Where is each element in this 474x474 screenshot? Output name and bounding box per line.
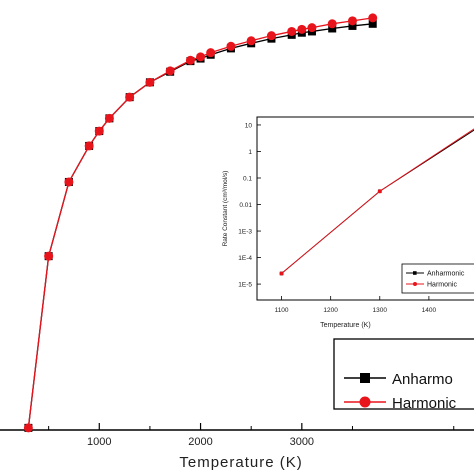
inset-y-tick-label: 1 bbox=[248, 149, 252, 156]
inset-x-axis-label: Temperature (K) bbox=[320, 322, 371, 329]
main-point-harmonic bbox=[347, 16, 357, 26]
main-legend-marker-harmonic bbox=[359, 396, 371, 408]
main-legend-label-anharmonic: Anharmo bbox=[392, 371, 453, 388]
main-point-anharmonic bbox=[348, 21, 357, 30]
inset-legend: Anharmonic Harmonic bbox=[401, 263, 474, 294]
main-legend-marker-anharmonic bbox=[360, 373, 370, 383]
main-point-harmonic bbox=[64, 177, 74, 187]
inset-legend-marker-harmonic bbox=[413, 282, 417, 286]
inset-y-tick-label: 1E-5 bbox=[238, 282, 252, 289]
main-point-harmonic bbox=[84, 141, 94, 151]
inset-point-harmonic bbox=[279, 271, 284, 276]
inset-x-tick-label-1400: 1400 bbox=[422, 307, 437, 314]
inset-plot-series bbox=[279, 128, 474, 276]
main-point-harmonic bbox=[145, 77, 155, 87]
main-x-tick-label-3000: 3000 bbox=[290, 436, 314, 448]
inset-y-tick-label: 1E-4 bbox=[238, 255, 252, 262]
main-point-harmonic bbox=[104, 113, 114, 123]
inset-y-axis-label: Rate Constant (cm³/mol/s) bbox=[222, 171, 229, 247]
main-point-harmonic bbox=[297, 24, 307, 34]
main-point-anharmonic bbox=[328, 24, 337, 33]
inset-legend-marker-anharmonic bbox=[413, 271, 417, 275]
inset-legend-label-anharmonic: Anharmonic bbox=[427, 271, 465, 278]
main-legend-label-harmonic: Harmonic bbox=[392, 395, 457, 412]
main-point-harmonic bbox=[287, 26, 297, 36]
main-point-harmonic bbox=[327, 19, 337, 29]
inset-y-tick-label: 0.1 bbox=[243, 176, 252, 183]
inset-y-tick-label: 0.01 bbox=[239, 202, 252, 209]
main-point-harmonic bbox=[196, 52, 206, 62]
inset-x-tick-label-1300: 1300 bbox=[373, 307, 388, 314]
main-point-harmonic bbox=[246, 36, 256, 46]
main-series-harmonic bbox=[23, 13, 378, 433]
main-legend: Anharmo Harmonic bbox=[333, 338, 474, 412]
inset-x-tick-label-1100: 1100 bbox=[275, 307, 289, 314]
main-point-harmonic bbox=[266, 31, 276, 41]
inset-chart: 1100 1200 1300 1400 10 1 0.1 0.01 1E-3 1E-4 1E-5 R… bbox=[222, 116, 474, 329]
main-legend-box bbox=[333, 338, 474, 410]
inset-x-tick-label-1200: 1200 bbox=[323, 307, 338, 314]
inset-legend-box bbox=[401, 263, 474, 294]
main-point-harmonic bbox=[94, 126, 104, 136]
inset-series-harmonic bbox=[279, 128, 474, 276]
inset-y-tick-label: 1E-3 bbox=[238, 229, 252, 236]
main-point-harmonic bbox=[44, 251, 54, 261]
main-point-harmonic bbox=[368, 13, 378, 23]
inset-axes: 1100 1200 1300 1400 10 1 0.1 0.01 1E-3 1E-4 1E-5 bbox=[238, 122, 436, 314]
main-x-tick-label-1000: 1000 bbox=[87, 436, 111, 448]
main-x-axis-label: Temperature (K) bbox=[179, 454, 302, 471]
main-point-harmonic bbox=[185, 55, 195, 65]
main-plot-series bbox=[23, 13, 378, 433]
main-point-harmonic bbox=[206, 48, 216, 58]
main-point-harmonic bbox=[165, 66, 175, 76]
main-axes: 1000 2000 3000 bbox=[0, 423, 474, 448]
main-point-harmonic bbox=[226, 41, 236, 51]
main-point-anharmonic bbox=[368, 19, 377, 28]
main-x-tick-label-2000: 2000 bbox=[188, 436, 212, 448]
main-point-harmonic bbox=[125, 92, 135, 102]
inset-point-harmonic bbox=[377, 189, 382, 194]
main-point-harmonic bbox=[307, 23, 317, 33]
main-point-harmonic bbox=[23, 423, 33, 433]
inset-legend-label-harmonic: Harmonic bbox=[427, 282, 457, 289]
inset-y-tick-label: 10 bbox=[245, 122, 253, 129]
